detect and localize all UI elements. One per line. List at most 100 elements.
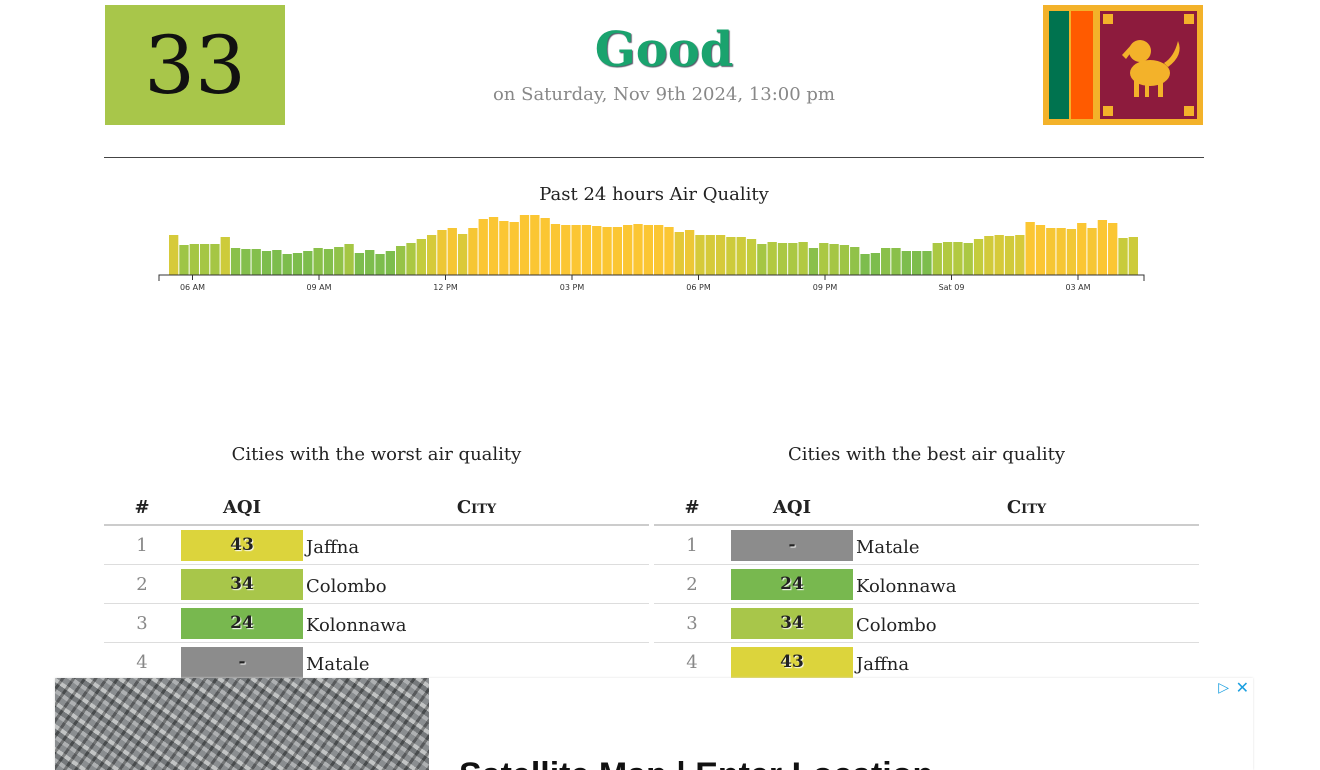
chart-bar[interactable] (757, 244, 767, 275)
chart-bar[interactable] (715, 235, 726, 275)
chart-bar[interactable] (664, 227, 674, 275)
chart-bar[interactable] (447, 228, 457, 275)
chart-bar[interactable] (1118, 238, 1128, 275)
chart-bar[interactable] (561, 225, 571, 275)
chart-bar[interactable] (437, 230, 447, 275)
chart-bar[interactable] (633, 224, 643, 275)
chart-bar[interactable] (860, 254, 870, 275)
chart-bar[interactable] (1108, 223, 1118, 275)
close-icon[interactable]: ✕ (1235, 678, 1249, 697)
chart-bar[interactable] (1077, 223, 1087, 275)
chart-bar[interactable] (684, 230, 695, 275)
chart-bar[interactable] (251, 249, 261, 275)
city-name-link[interactable]: Matale (854, 525, 1199, 565)
chart-bar[interactable] (746, 239, 757, 275)
city-name-link[interactable]: Kolonnawa (304, 603, 649, 643)
chart-bar[interactable] (230, 248, 241, 275)
chart-bar[interactable] (592, 226, 602, 275)
chart-bar[interactable] (468, 228, 478, 275)
chart-bar[interactable] (1015, 235, 1025, 275)
table-row[interactable]: 4- Matale (104, 642, 649, 682)
city-name-link[interactable]: Colombo (304, 564, 649, 604)
chart-bar[interactable] (354, 253, 365, 275)
chart-bar[interactable] (1097, 220, 1108, 275)
chart-bar[interactable] (550, 224, 561, 275)
chart-bar[interactable] (1066, 229, 1077, 275)
chart-bar[interactable] (850, 247, 860, 275)
chart-bar[interactable] (901, 251, 911, 275)
chart-bar[interactable] (942, 242, 953, 275)
chart-bar[interactable] (705, 235, 715, 275)
chart-bar[interactable] (777, 243, 788, 275)
table-row[interactable]: 3 34 Colombo (654, 603, 1199, 643)
chart-bar[interactable] (922, 251, 932, 275)
chart-bar[interactable] (829, 244, 839, 275)
adchoices-icon[interactable]: ▷ (1218, 680, 1229, 696)
chart-bar[interactable] (808, 248, 819, 275)
chart-bar[interactable] (994, 235, 1004, 275)
chart-bar[interactable] (623, 225, 633, 275)
satellite-map-image[interactable] (55, 678, 429, 770)
chart-bar[interactable] (767, 242, 777, 275)
chart-bar[interactable] (932, 243, 942, 275)
chart-bar[interactable] (189, 244, 199, 275)
chart-bar[interactable] (292, 253, 303, 275)
chart-bar[interactable] (261, 251, 272, 275)
chart-bar[interactable] (571, 225, 581, 275)
table-row[interactable]: 2 24 Kolonnawa (654, 564, 1199, 604)
chart-bar[interactable] (1025, 222, 1035, 275)
chart-bar[interactable] (1035, 225, 1046, 275)
chart-bar[interactable] (179, 245, 189, 275)
chart-bar[interactable] (674, 232, 684, 275)
chart-bar[interactable] (602, 227, 612, 275)
chart-bar[interactable] (241, 249, 251, 275)
chart-bar[interactable] (282, 254, 292, 275)
chart-bar[interactable] (726, 237, 736, 275)
chart-bar[interactable] (612, 227, 623, 275)
chart-bar[interactable] (499, 221, 509, 275)
advertisement-banner[interactable]: Satellite Map | Enter Location ▷ ✕ (55, 678, 1253, 770)
chart-bar[interactable] (220, 237, 230, 275)
chart-bar[interactable] (736, 237, 746, 275)
chart-bar[interactable] (272, 250, 282, 275)
chart-bar[interactable] (953, 242, 963, 275)
chart-bar[interactable] (581, 225, 592, 275)
chart-bar[interactable] (643, 225, 653, 275)
chart-bar[interactable] (891, 248, 901, 275)
chart-bar[interactable] (375, 254, 385, 275)
city-name-link[interactable]: Kolonnawa (854, 564, 1199, 604)
chart-bar[interactable] (984, 236, 994, 275)
city-name-link[interactable]: Jaffna (854, 642, 1199, 682)
chart-bar[interactable] (406, 243, 416, 275)
chart-bar[interactable] (1087, 228, 1097, 275)
city-name-link[interactable]: Matale (304, 642, 649, 682)
chart-bar[interactable] (819, 243, 829, 275)
chart-bar[interactable] (365, 250, 375, 275)
table-row[interactable]: 1 43 Jaffna (104, 525, 649, 565)
chart-bar[interactable] (396, 246, 406, 275)
chart-bar[interactable] (654, 225, 664, 275)
chart-bar[interactable] (788, 243, 798, 275)
chart-bar[interactable] (870, 253, 881, 275)
chart-bar[interactable] (1046, 228, 1056, 275)
chart-bar[interactable] (416, 239, 426, 275)
chart-bar[interactable] (963, 243, 973, 275)
chart-bar[interactable] (199, 244, 210, 275)
chart-bar[interactable] (169, 235, 179, 275)
chart-bar[interactable] (323, 249, 334, 275)
city-name-link[interactable]: Colombo (854, 603, 1199, 643)
table-row[interactable]: 2 34 Colombo (104, 564, 649, 604)
chart-bar[interactable] (457, 234, 468, 275)
chart-bar[interactable] (334, 247, 344, 275)
chart-bar[interactable] (385, 251, 396, 275)
table-row[interactable]: 4 43 Jaffna (654, 642, 1199, 682)
chart-bar[interactable] (1056, 228, 1066, 275)
chart-bar[interactable] (881, 248, 891, 275)
chart-bar[interactable] (973, 239, 984, 275)
table-row[interactable]: 3 24 Kolonnawa (104, 603, 649, 643)
chart-bar[interactable] (530, 215, 540, 275)
chart-bar[interactable] (911, 251, 922, 275)
chart-bar[interactable] (798, 242, 808, 275)
table-row[interactable]: 1- Matale (654, 525, 1199, 565)
chart-bar[interactable] (488, 217, 499, 275)
